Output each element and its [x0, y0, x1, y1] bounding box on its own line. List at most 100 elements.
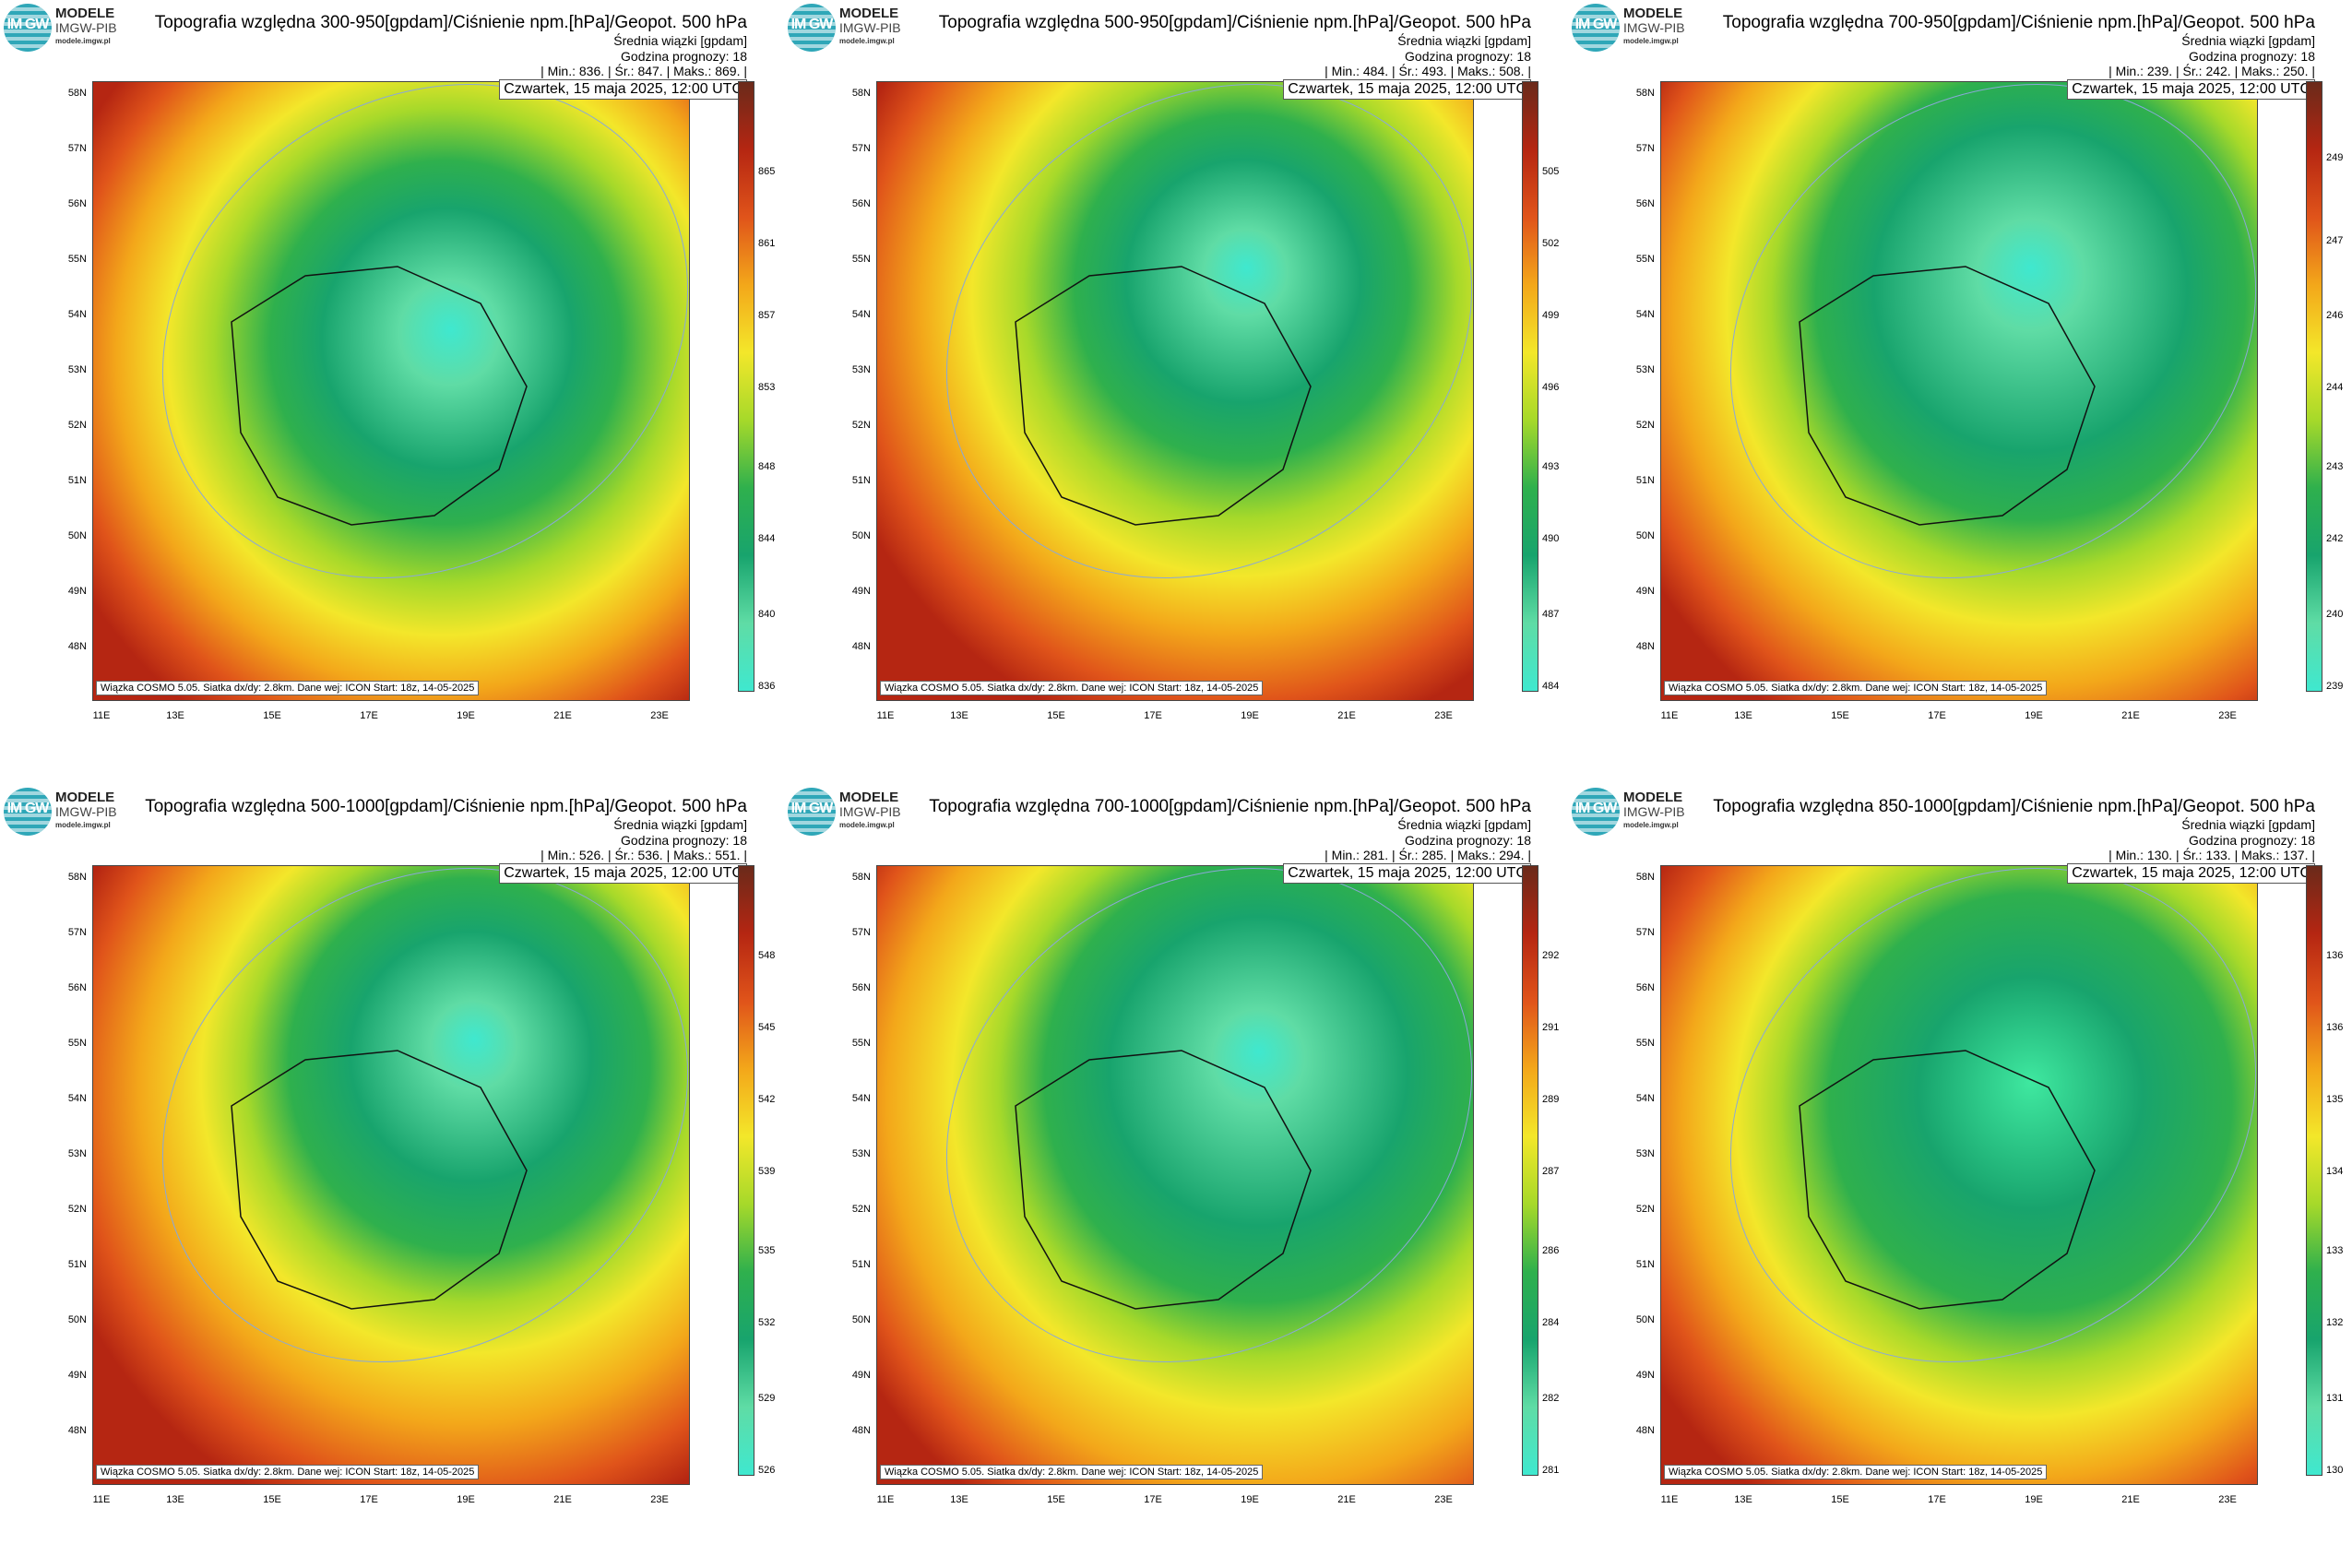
lat-label: 51N [851, 475, 871, 486]
brand-org: IMGW-PIB [1623, 20, 1685, 35]
colorbar-label: 281 [1542, 1465, 1560, 1476]
lon-label: 23E [2218, 710, 2237, 721]
colorbar-label: 242 [2326, 533, 2344, 544]
map-area [92, 81, 690, 701]
brand-url: modele.imgw.pl [1623, 37, 1679, 45]
forecast-hour: Godzina prognozy: 18 [2189, 49, 2315, 64]
colorbar-label: 529 [758, 1393, 776, 1404]
lon-label: 13E [1734, 710, 1752, 721]
panel-1: IM GW MODELE IMGW-PIB modele.imgw.pl Top… [0, 0, 784, 784]
lat-label: 49N [1635, 586, 1655, 597]
lon-label: 11E [92, 1494, 111, 1505]
colorbar-label: 249 [2326, 152, 2344, 163]
lat-label: 57N [67, 143, 87, 154]
colorbar-label: 247 [2326, 235, 2344, 246]
colorbar-label: 490 [1542, 533, 1560, 544]
panel-subtitle: Średnia wiązki [gpdam] [613, 817, 747, 832]
lat-label: 51N [1635, 475, 1655, 486]
brand-url: modele.imgw.pl [55, 37, 111, 45]
lat-label: 51N [67, 1259, 87, 1270]
lon-label: 15E [1831, 710, 1849, 721]
panel-title: Topografia względna 700-1000[gpdam]/Ciśn… [929, 797, 1531, 816]
model-footer: Wiązka COSMO 5.05. Siatka dx/dy: 2.8km. … [880, 681, 1264, 695]
colorbar-label: 548 [758, 950, 776, 961]
map-field [93, 82, 689, 700]
lat-label: 56N [67, 198, 87, 209]
lat-label: 55N [1635, 254, 1655, 265]
lon-label: 13E [950, 710, 968, 721]
valid-date: Czwartek, 15 maja 2025, 12:00 UTC [499, 863, 747, 884]
imgw-logo: IM GW [1572, 4, 1620, 52]
lon-label: 15E [263, 710, 281, 721]
colorbar-label: 505 [1542, 166, 1560, 177]
lon-label: 13E [1734, 1494, 1752, 1505]
lat-label: 50N [1635, 530, 1655, 541]
lat-label: 52N [1635, 1204, 1655, 1215]
panel-title: Topografia względna 850-1000[gpdam]/Ciśn… [1713, 797, 2315, 816]
panel-title: Topografia względna 500-950[gpdam]/Ciśni… [938, 13, 1531, 32]
panel-4: IM GW MODELE IMGW-PIB modele.imgw.pl Top… [0, 784, 784, 1568]
colorbar-label: 291 [1542, 1022, 1560, 1033]
lon-label: 19E [457, 1494, 475, 1505]
colorbar-label: 134 [2326, 1166, 2344, 1177]
lat-label: 51N [1635, 1259, 1655, 1270]
map-area [1660, 81, 2258, 701]
panel-title: Topografia względna 500-1000[gpdam]/Ciśn… [145, 797, 747, 816]
brand-url: modele.imgw.pl [55, 821, 111, 829]
lon-label: 23E [1434, 1494, 1453, 1505]
lon-label: 11E [876, 1494, 895, 1505]
colorbar-label: 282 [1542, 1393, 1560, 1404]
brand-name: MODELE [1623, 6, 1683, 21]
map-area [1660, 865, 2258, 1485]
lat-label: 54N [1635, 309, 1655, 320]
lat-label: 50N [851, 530, 871, 541]
lat-label: 54N [851, 309, 871, 320]
lat-label: 52N [67, 420, 87, 431]
lat-label: 54N [67, 309, 87, 320]
forecast-hour: Godzina prognozy: 18 [1405, 833, 1531, 848]
lon-label: 21E [553, 1494, 572, 1505]
lon-label: 19E [457, 710, 475, 721]
colorbar-label: 542 [758, 1094, 776, 1105]
colorbar-label: 539 [758, 1166, 776, 1177]
brand-org: IMGW-PIB [839, 20, 901, 35]
colorbar-label: 136 [2326, 1022, 2344, 1033]
lat-label: 48N [851, 641, 871, 652]
panel-5: IM GW MODELE IMGW-PIB modele.imgw.pl Top… [784, 784, 1568, 1568]
imgw-logo: IM GW [4, 4, 52, 52]
lon-label: 11E [92, 710, 111, 721]
colorbar-label: 239 [2326, 681, 2344, 692]
colorbar [738, 81, 754, 692]
lat-label: 56N [1635, 982, 1655, 993]
colorbar-label: 484 [1542, 681, 1560, 692]
map-field [1661, 866, 2257, 1484]
lat-label: 48N [1635, 1425, 1655, 1436]
lon-label: 17E [1928, 1494, 1946, 1505]
lon-label: 23E [1434, 710, 1453, 721]
lat-label: 58N [851, 872, 871, 883]
map-field [93, 866, 689, 1484]
colorbar-label: 848 [758, 461, 776, 472]
colorbar [2306, 81, 2322, 692]
brand-url: modele.imgw.pl [1623, 821, 1679, 829]
logo-monogram: IM GW [1574, 801, 1618, 816]
field-stats: | Min.: 281. | Śr.: 285. | Maks.: 294. | [1324, 848, 1531, 862]
lat-label: 48N [67, 1425, 87, 1436]
lat-label: 50N [851, 1314, 871, 1325]
lat-label: 50N [67, 530, 87, 541]
panel-subtitle: Średnia wiązki [gpdam] [613, 33, 747, 48]
map-field [877, 82, 1473, 700]
map-area [876, 81, 1474, 701]
lat-label: 53N [1635, 1148, 1655, 1159]
colorbar [738, 865, 754, 1476]
colorbar-label: 526 [758, 1465, 776, 1476]
lat-label: 57N [851, 927, 871, 938]
brand-url: modele.imgw.pl [839, 37, 895, 45]
lat-label: 49N [851, 1370, 871, 1381]
lat-label: 48N [1635, 641, 1655, 652]
colorbar-label: 499 [1542, 310, 1560, 321]
imgw-logo: IM GW [4, 788, 52, 836]
lon-label: 11E [1660, 710, 1679, 721]
colorbar-label: 286 [1542, 1245, 1560, 1256]
lat-label: 49N [1635, 1370, 1655, 1381]
